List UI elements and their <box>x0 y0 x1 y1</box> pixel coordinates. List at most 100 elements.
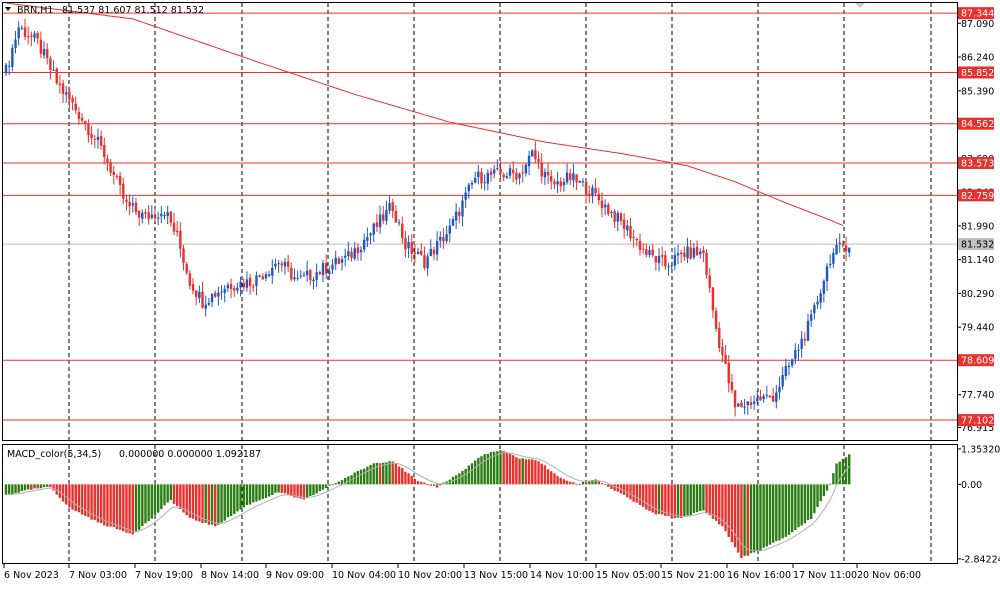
candle <box>619 211 623 226</box>
candle <box>179 222 182 258</box>
candle-body <box>363 239 366 250</box>
candle-body <box>800 338 803 349</box>
macd-bar <box>153 484 157 515</box>
candle <box>36 30 39 45</box>
candle <box>461 195 464 227</box>
macd-bar <box>299 484 303 499</box>
macd-bar <box>829 483 832 485</box>
candle-body <box>746 401 749 405</box>
candle-body <box>740 402 743 408</box>
candle <box>147 204 150 225</box>
candle <box>363 233 366 253</box>
candle <box>524 163 528 177</box>
candle <box>550 170 553 190</box>
macd-bar <box>49 484 52 488</box>
candle <box>106 154 109 172</box>
level-price-label: 82.759 <box>961 191 994 202</box>
candle-body <box>454 211 458 221</box>
candle <box>103 137 106 165</box>
candle-body <box>299 275 303 277</box>
candle-body <box>277 263 280 265</box>
macd-bar <box>651 484 654 513</box>
candle-body <box>762 395 765 400</box>
candle-body <box>103 144 106 157</box>
candle-body <box>838 242 841 244</box>
price-tick-label: 86.240 <box>961 53 994 64</box>
candle-body <box>844 245 848 252</box>
candle <box>382 206 385 225</box>
candle-body <box>841 243 845 246</box>
candle-body <box>553 181 556 185</box>
candle-body <box>816 301 819 305</box>
macd-bar <box>46 484 49 487</box>
candle-body <box>489 171 493 176</box>
macd-bar <box>337 481 341 485</box>
macd-bar <box>172 484 176 504</box>
price-tick-label: 87.090 <box>961 19 994 30</box>
candle <box>271 259 274 284</box>
candle <box>607 202 610 217</box>
macd-bar <box>768 484 772 545</box>
candle <box>30 31 33 47</box>
candle <box>182 245 185 271</box>
symbol-menu-triangle-icon[interactable] <box>5 7 11 11</box>
macd-values: 0.000000 0.000000 1.092187 <box>119 449 261 460</box>
macd-bar <box>781 484 784 539</box>
candle-body <box>340 259 344 263</box>
candle-body <box>144 212 147 214</box>
candle-body <box>30 35 33 37</box>
candle-body <box>654 256 658 263</box>
candle <box>410 234 413 262</box>
candle-body <box>626 225 629 231</box>
candle-body <box>442 237 445 242</box>
macd-bar <box>483 454 486 485</box>
candle <box>470 180 474 189</box>
candle-body <box>14 39 17 48</box>
candle-body <box>195 290 198 297</box>
macd-bar <box>581 481 585 485</box>
chart-shift-marker-icon[interactable] <box>855 3 865 8</box>
candle-body <box>486 172 490 184</box>
candle-body <box>426 256 429 269</box>
candle-body <box>122 183 125 199</box>
candle-body <box>312 279 315 282</box>
candle-body <box>727 362 730 384</box>
candle-body <box>775 392 778 402</box>
symbol-label: BRN,H1 <box>17 5 53 16</box>
macd-bar <box>214 484 217 527</box>
price-tick-label: 79.440 <box>961 323 994 334</box>
candle-body <box>759 396 762 401</box>
macd-bar <box>68 484 71 508</box>
candle <box>58 75 62 94</box>
candle <box>391 198 394 219</box>
candle-body <box>756 397 759 402</box>
macd-bar <box>55 484 58 495</box>
candle <box>109 158 112 176</box>
candle-body <box>71 98 74 103</box>
candle-body <box>274 263 277 267</box>
candle <box>220 285 223 300</box>
candle-body <box>191 284 195 291</box>
candle-body <box>794 350 797 359</box>
time-tick-label: 7 Nov 19:00 <box>135 570 193 581</box>
candle-body <box>23 27 27 37</box>
candle <box>477 164 480 185</box>
candle-body <box>242 282 245 288</box>
candle <box>188 270 192 290</box>
candle <box>340 255 344 271</box>
macd-bar <box>52 484 55 491</box>
macd-bar <box>118 484 122 530</box>
candle <box>372 222 375 243</box>
level-price-tag <box>958 354 994 367</box>
candle-body <box>413 252 417 255</box>
candle <box>74 96 77 114</box>
candle <box>667 262 670 276</box>
macd-bar <box>686 484 689 516</box>
macd-bar <box>813 484 816 514</box>
macd-bar <box>718 484 721 525</box>
candle-body <box>686 246 689 259</box>
macd-bar <box>721 484 724 527</box>
macd-bar <box>410 475 413 485</box>
